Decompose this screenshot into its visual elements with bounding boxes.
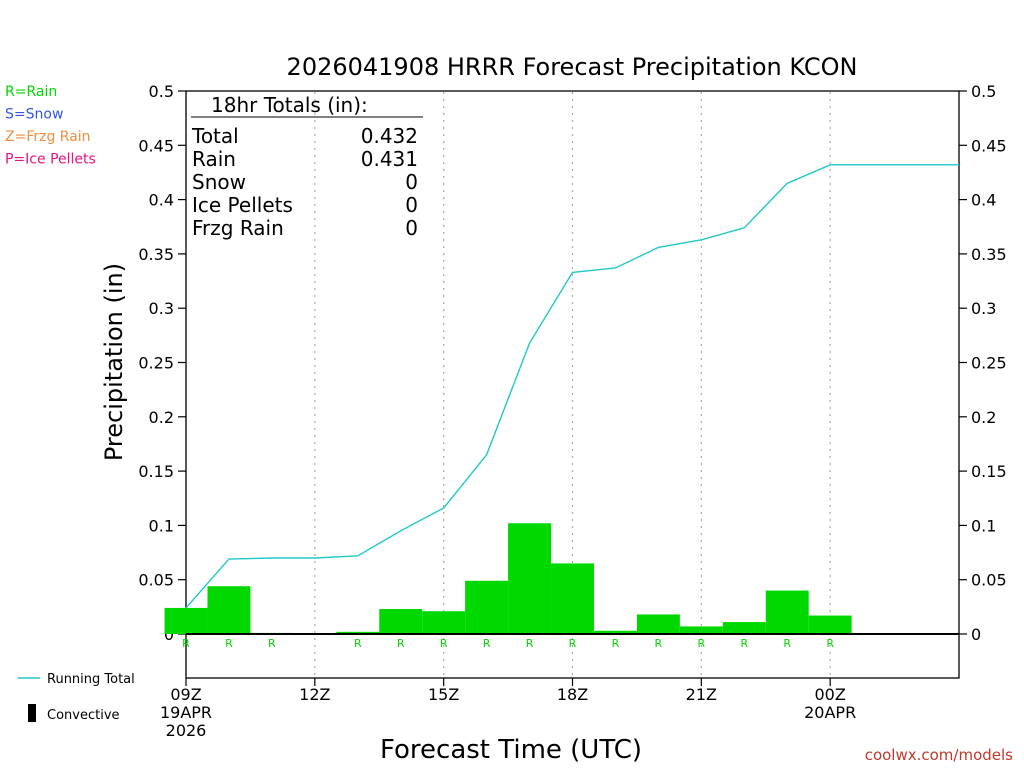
y-tick-label-right-6: 0.3 bbox=[971, 299, 996, 318]
precip-bar-10 bbox=[207, 586, 251, 634]
x-tick-label-09Z-2: 2026 bbox=[166, 721, 207, 740]
y-tick-label-left-10: 0.5 bbox=[149, 82, 174, 101]
x-tick-label-09Z-0: 09Z bbox=[170, 685, 201, 704]
hourly-precip-bars bbox=[164, 523, 852, 634]
precip-bar-13 bbox=[336, 631, 380, 634]
y-tick-label-right-8: 0.4 bbox=[971, 191, 996, 210]
precip-bar-19 bbox=[593, 630, 637, 634]
x-axis-label: Forecast Time (UTC) bbox=[380, 735, 642, 765]
type-mark-23: R bbox=[783, 637, 791, 650]
totals-value-1: 0.431 bbox=[361, 147, 418, 171]
precip-bar-9 bbox=[164, 607, 208, 634]
x-tick-label-09Z-1: 19APR bbox=[160, 703, 212, 722]
y-tick-label-right-4: 0.2 bbox=[971, 408, 996, 427]
type-mark-24: R bbox=[826, 637, 834, 650]
precip-bar-14 bbox=[379, 609, 423, 634]
y-tick-label-left-6: 0.3 bbox=[149, 299, 174, 318]
totals-value-3: 0 bbox=[405, 193, 418, 217]
precip-bar-18 bbox=[551, 563, 594, 634]
type-mark-16: R bbox=[483, 637, 491, 650]
type-legend-0: R=Rain bbox=[5, 84, 57, 100]
y-tick-label-left-5: 0.25 bbox=[138, 354, 174, 373]
type-mark-9: R bbox=[182, 637, 190, 650]
y-tick-label-right-10: 0.5 bbox=[971, 82, 996, 101]
totals-value-4: 0 bbox=[405, 216, 418, 240]
y-tick-label-left-0: 0 bbox=[164, 625, 174, 644]
y-axis-right: 0 0.05 0.1 0.15 0.2 0.25 0.3 0.35 0.4 0.45 0.5 bbox=[959, 82, 1007, 644]
y-axis-left: 0 0.05 0.1 0.15 0.2 0.25 0.3 0.35 0.4 0.45 0.5 bbox=[138, 82, 186, 644]
x-tick-label-00Z-0: 00Z bbox=[815, 685, 846, 704]
type-mark-19: R bbox=[612, 637, 620, 650]
precip-bar-20 bbox=[636, 614, 680, 634]
y-tick-label-left-7: 0.35 bbox=[138, 245, 174, 264]
type-mark-11: R bbox=[268, 637, 276, 650]
y-tick-label-left-3: 0.15 bbox=[138, 462, 174, 481]
running-total-legend-label: Running Total bbox=[47, 672, 135, 687]
y-tick-label-left-2: 0.1 bbox=[149, 516, 174, 535]
y-tick-label-left-9: 0.45 bbox=[138, 136, 174, 155]
y-tick-label-left-1: 0.05 bbox=[138, 571, 174, 590]
type-mark-10: R bbox=[225, 637, 233, 650]
totals-value-0: 0.432 bbox=[361, 124, 418, 148]
y-tick-label-right-0: 0 bbox=[971, 625, 981, 644]
totals-box: 18hr Totals (in): Total 0.432 Rain 0.431 Sno… bbox=[191, 93, 423, 240]
x-tick-label-21Z-0: 21Z bbox=[686, 685, 717, 704]
x-tick-label-00Z-1: 20APR bbox=[804, 703, 856, 722]
totals-heading: 18hr Totals (in): bbox=[211, 93, 368, 117]
running-total-polyline bbox=[185, 164, 959, 609]
y-tick-label-right-9: 0.45 bbox=[971, 136, 1007, 155]
type-mark-13: R bbox=[354, 637, 362, 650]
totals-label-2: Snow bbox=[192, 170, 246, 194]
convective-legend-label: Convective bbox=[47, 708, 120, 723]
y-tick-label-right-3: 0.15 bbox=[971, 462, 1007, 481]
type-legend-2: Z=Frzg Rain bbox=[5, 129, 91, 145]
credit-text: coolwx.com/models bbox=[865, 746, 1013, 764]
type-mark-17: R bbox=[526, 637, 534, 650]
totals-label-1: Rain bbox=[192, 147, 236, 171]
precip-bar-21 bbox=[679, 626, 723, 634]
totals-label-3: Ice Pellets bbox=[192, 193, 293, 217]
type-legend-1: S=Snow bbox=[5, 107, 63, 123]
running-total-line bbox=[185, 164, 959, 609]
y-tick-label-left-8: 0.4 bbox=[149, 191, 174, 210]
y-tick-label-left-4: 0.2 bbox=[149, 408, 174, 427]
x-tick-label-15Z-0: 15Z bbox=[428, 685, 459, 704]
type-mark-15: R bbox=[440, 637, 448, 650]
precip-bar-23 bbox=[765, 590, 809, 634]
type-mark-14: R bbox=[397, 637, 405, 650]
type-mark-21: R bbox=[698, 637, 706, 650]
y-tick-label-right-2: 0.1 bbox=[971, 516, 996, 535]
precip-type-legend: R=Rain S=Snow Z=Frzg Rain P=Ice Pellets bbox=[5, 84, 96, 168]
y-tick-label-right-7: 0.35 bbox=[971, 245, 1007, 264]
precip-bar-15 bbox=[422, 611, 466, 634]
x-tick-label-12Z-0: 12Z bbox=[299, 685, 330, 704]
totals-label-4: Frzg Rain bbox=[192, 216, 284, 240]
chart-title: 2026041908 HRRR Forecast Precipitation K… bbox=[287, 53, 858, 81]
precip-bar-22 bbox=[722, 622, 766, 634]
convective-legend-swatch bbox=[28, 704, 36, 722]
y-tick-label-right-5: 0.25 bbox=[971, 354, 1007, 373]
y-tick-label-right-1: 0.05 bbox=[971, 571, 1007, 590]
precip-bar-16 bbox=[465, 580, 509, 634]
precip-bar-24 bbox=[808, 615, 852, 634]
type-mark-20: R bbox=[655, 637, 663, 650]
totals-label-0: Total bbox=[191, 124, 239, 148]
totals-value-2: 0 bbox=[405, 170, 418, 194]
type-legend-3: P=Ice Pellets bbox=[5, 152, 96, 168]
series-legend: Running Total Convective bbox=[18, 672, 135, 723]
type-mark-18: R bbox=[569, 637, 577, 650]
precip-bar-17 bbox=[508, 523, 552, 634]
x-tick-label-18Z-0: 18Z bbox=[557, 685, 588, 704]
type-mark-22: R bbox=[740, 637, 748, 650]
y-axis-label: Precipitation (in) bbox=[100, 263, 128, 461]
